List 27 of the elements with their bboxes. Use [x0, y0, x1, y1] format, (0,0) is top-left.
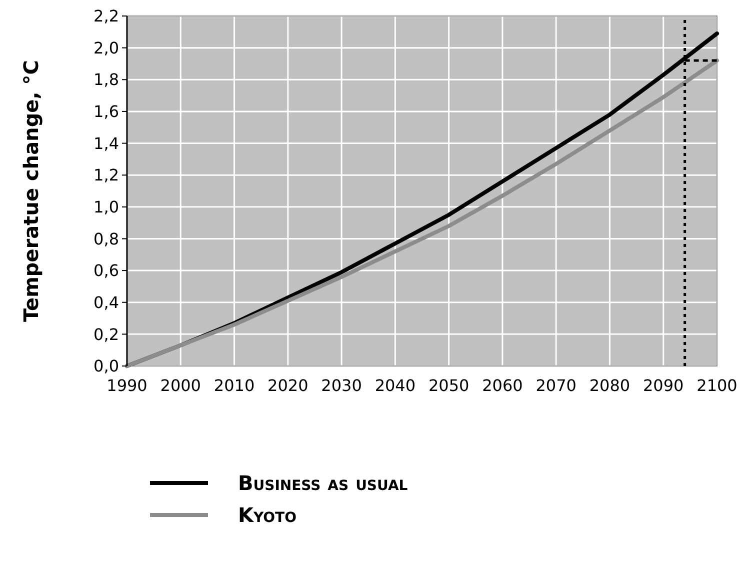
x-tick-label: 2020 [268, 376, 308, 395]
y-tick-label: 0,8 [94, 229, 119, 248]
y-tick-label: 0,0 [94, 356, 119, 376]
x-tick-label: 2010 [214, 376, 255, 395]
y-tick-label: 1,8 [94, 70, 119, 90]
y-tick-label: 1,6 [94, 102, 119, 122]
y-tick-label: 1,0 [94, 198, 119, 217]
y-tick-label: 1,2 [94, 166, 119, 185]
x-tick-label: 1990 [106, 376, 148, 395]
y-tick-label: 2,0 [94, 38, 119, 58]
y-tick-label: 2,2 [94, 6, 119, 26]
y-tick-label: 1,4 [94, 134, 119, 153]
y-tick-label: 0,4 [94, 292, 119, 312]
x-tick-label: 2030 [321, 376, 362, 395]
y-tick-label: 0,2 [94, 324, 119, 344]
x-tick-label: 2050 [428, 376, 470, 395]
x-tick-label: 2080 [589, 376, 630, 395]
x-tick-label: 2000 [160, 376, 201, 395]
x-tick-label: 2040 [374, 376, 416, 395]
x-tick-label: 2070 [536, 376, 576, 395]
legend-label: Business as usual [238, 471, 408, 495]
y-axis-title: Temperatue change, °C [19, 60, 43, 322]
x-tick-label: 2100 [696, 376, 738, 395]
legend-label: Kyoto [238, 503, 297, 527]
x-tick-label: 2060 [482, 376, 523, 395]
y-tick-label: 0,6 [94, 261, 119, 280]
x-tick-label: 2090 [643, 376, 684, 395]
